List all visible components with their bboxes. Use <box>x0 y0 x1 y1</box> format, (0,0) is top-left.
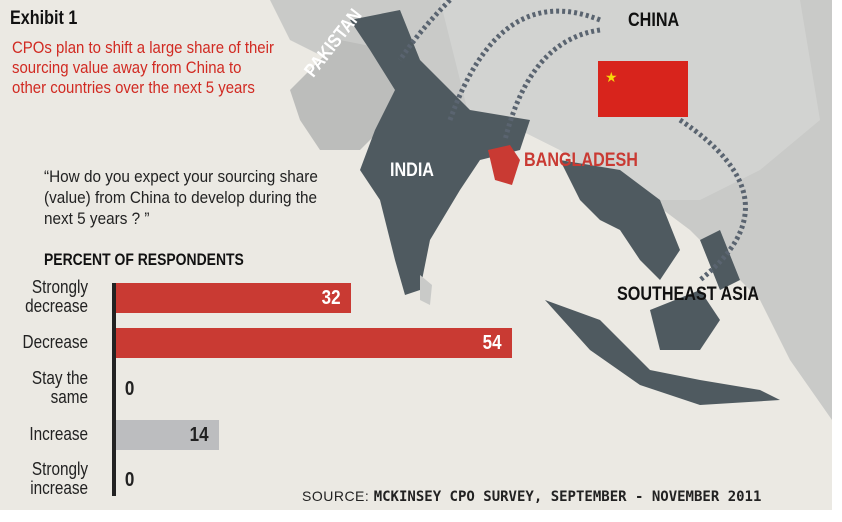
category-label-line: Stay the <box>31 368 88 388</box>
southeast-asia-land <box>560 160 680 280</box>
bar-value-label: 0 <box>124 378 135 400</box>
arrow-to-india <box>447 8 601 121</box>
category-label-line: decrease <box>25 296 88 316</box>
pakistan-land <box>290 40 400 150</box>
label-china: CHINA <box>628 10 680 31</box>
category-label-line: Decrease <box>22 331 88 352</box>
infographic: ★ CHINA PAKISTAN INDIA BANGLADESH SOUTHE… <box>0 0 832 510</box>
category-label-line: Strongly <box>31 459 88 479</box>
category-label: Stay the same <box>32 369 88 407</box>
china-flag <box>598 61 688 117</box>
category-label-line: Increase <box>29 423 88 444</box>
chart-axis <box>112 283 116 496</box>
bangladesh-land <box>488 145 520 185</box>
label-southeast-asia: SOUTHEAST ASIA <box>617 284 760 305</box>
bar <box>116 328 512 358</box>
survey-question: “How do you expect your sourcing share (… <box>44 167 318 228</box>
flag-star-icon: ★ <box>605 69 618 85</box>
category-label: Strongly decrease <box>25 278 88 316</box>
exhibit-title: Exhibit 1 <box>10 8 78 29</box>
indonesia-land <box>545 300 780 405</box>
arrow-to-bangladesh <box>502 27 601 141</box>
source-note: SOURCE: MCKINSEY CPO SURVEY, SEPTEMBER -… <box>302 488 761 505</box>
label-india: INDIA <box>390 160 434 181</box>
map: ★ <box>270 0 832 420</box>
bar <box>116 420 219 450</box>
category-label-line: same <box>50 387 88 407</box>
bar-value-label: 54 <box>482 332 502 354</box>
category-label: Increase <box>29 423 88 444</box>
category-label: Strongly increase <box>30 460 88 498</box>
bar-value-label: 0 <box>124 469 135 491</box>
source-prefix: SOURCE: <box>302 488 374 504</box>
category-label: Decrease <box>22 331 88 352</box>
label-bangladesh: BANGLADESH <box>524 150 638 171</box>
chart-title: PERCENT OF RESPONDENTS <box>44 250 244 269</box>
sri-lanka <box>420 275 432 305</box>
arrow-to-pakistan <box>397 0 452 62</box>
borneo-land <box>650 290 720 350</box>
subtitle: CPOs plan to shift a large share of thei… <box>12 38 274 97</box>
india-land <box>350 10 530 295</box>
bar-value-label: 32 <box>321 287 341 309</box>
source-text: MCKINSEY CPO SURVEY, SEPTEMBER - NOVEMBE… <box>373 489 762 505</box>
bar <box>116 283 351 313</box>
bar-value-label: 14 <box>189 424 209 446</box>
philippines-land <box>700 230 740 290</box>
category-label-line: Strongly <box>31 277 88 297</box>
category-label-line: increase <box>30 478 88 498</box>
